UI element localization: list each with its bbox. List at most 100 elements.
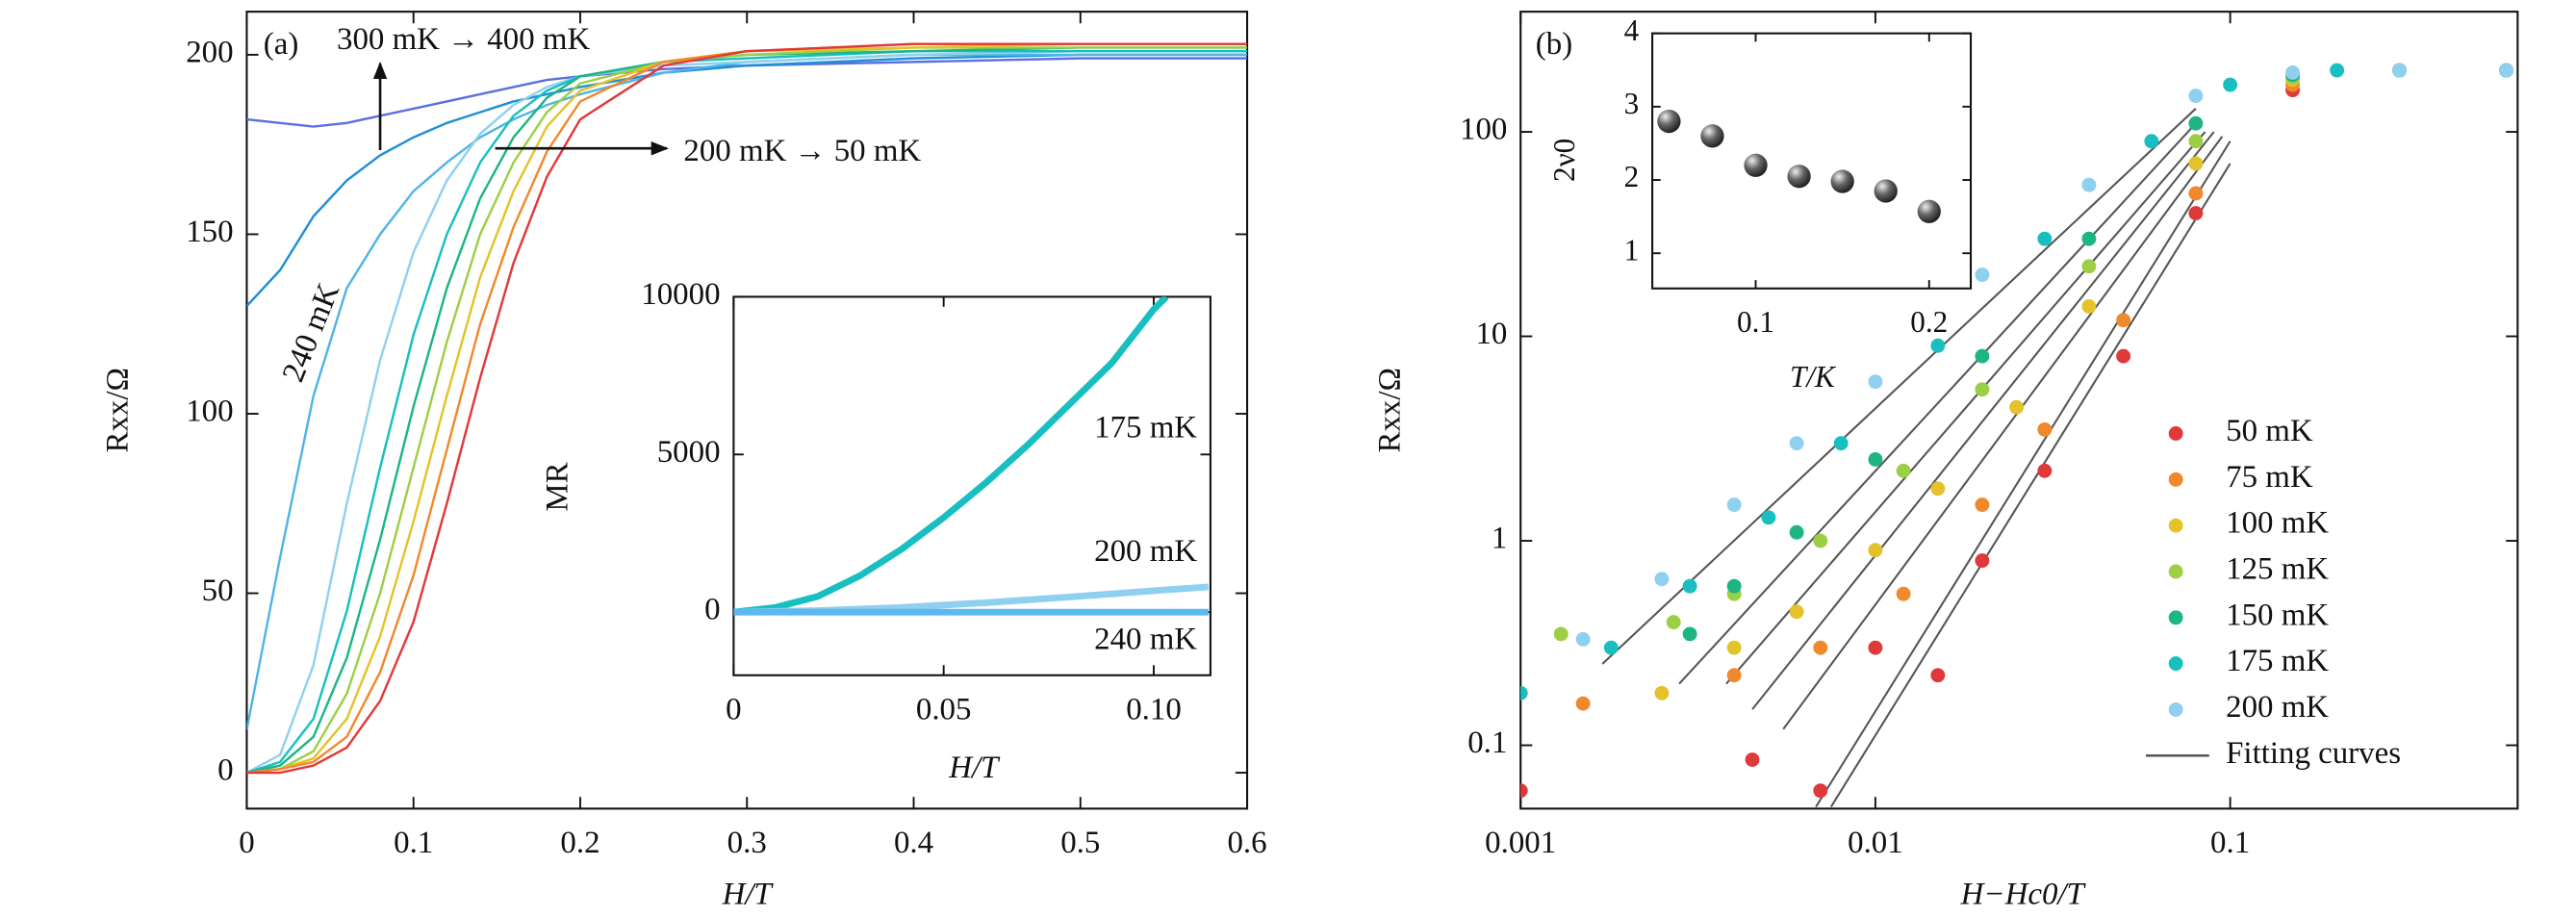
x-tick-label: 0.2 bbox=[560, 826, 599, 860]
point bbox=[2081, 177, 2097, 192]
panel: 0 0.05 0.10 0 5000 10000 H/T MR 175 mK 200 mK 240 … bbox=[541, 277, 1211, 785]
y-axis-label: Rxx/Ω bbox=[1372, 368, 1407, 452]
y-axis-label: MR bbox=[541, 462, 575, 511]
point bbox=[1975, 497, 1990, 513]
point bbox=[2223, 77, 2238, 92]
point bbox=[2081, 299, 2097, 314]
point bbox=[1813, 783, 1828, 799]
point bbox=[1761, 510, 1776, 525]
x-tick-label: 0.6 bbox=[1227, 826, 1266, 860]
y-tick-label: 0 bbox=[217, 753, 233, 788]
curve bbox=[246, 53, 1248, 307]
marks bbox=[1520, 63, 2513, 808]
y-tick-label: 1 bbox=[1492, 522, 1507, 556]
fit-line bbox=[1751, 131, 2215, 710]
point bbox=[2392, 63, 2407, 78]
point bbox=[2037, 463, 2053, 478]
point bbox=[1726, 497, 1742, 513]
fit-line bbox=[1815, 140, 2232, 808]
y-tick-label: 200 bbox=[186, 35, 233, 69]
panel: 0.001 0.01 0.1 0.1 1 10 100 H−Hc0/T Rxx/Ω (b) 50 m… bbox=[1372, 11, 2519, 912]
point bbox=[1520, 685, 1528, 700]
point bbox=[2499, 63, 2513, 78]
point bbox=[1975, 348, 1990, 364]
plots: 0 0.1 0.2 0.3 0.4 0.5 0.6050100150200H/TRxx/Ω(… bbox=[100, 11, 2519, 912]
fit-line bbox=[1601, 108, 2197, 665]
y-tick-label: 100 bbox=[1460, 113, 1507, 147]
point bbox=[1930, 481, 1946, 497]
point bbox=[2116, 313, 2131, 328]
x-tick-label: 0.001 bbox=[1485, 826, 1556, 860]
x-tick-label: 0 bbox=[239, 826, 254, 860]
y-tick-label: 4 bbox=[1624, 13, 1640, 47]
x-tick-label: 0 bbox=[726, 692, 741, 726]
point bbox=[1575, 631, 1591, 647]
x-tick-label: 0.1 bbox=[2210, 826, 2250, 860]
y-tick-label: 0.1 bbox=[1467, 726, 1507, 760]
point bbox=[1744, 153, 1768, 177]
point bbox=[1666, 615, 1681, 630]
point bbox=[1868, 374, 1883, 390]
point bbox=[1726, 668, 1742, 683]
fit-line bbox=[1782, 136, 2224, 730]
point bbox=[1874, 179, 1898, 203]
x-tick-label: 0.5 bbox=[1060, 826, 1100, 860]
point bbox=[1830, 169, 1854, 193]
point bbox=[1726, 578, 1742, 594]
point bbox=[2188, 89, 2204, 104]
curve bbox=[246, 46, 1248, 775]
point bbox=[1789, 436, 1804, 451]
curve bbox=[246, 57, 1248, 128]
curve bbox=[246, 46, 1248, 775]
y-axis-label: 2ν0 bbox=[1547, 139, 1581, 182]
y-tick-label: 3 bbox=[1624, 87, 1640, 120]
point bbox=[2081, 259, 2097, 274]
x-tick-label: 0.05 bbox=[916, 692, 972, 726]
point bbox=[1575, 696, 1591, 711]
annotation: 300 mK → 400 mK bbox=[337, 22, 590, 57]
annotation: 175 mK bbox=[1094, 411, 1197, 446]
fit-line bbox=[1678, 122, 2197, 685]
fit-line bbox=[1829, 163, 2232, 808]
x-axis-label: H/T bbox=[722, 878, 775, 912]
legend-label: 100 mK bbox=[2226, 506, 2329, 541]
point bbox=[1553, 626, 1569, 642]
x-tick-label: 0.3 bbox=[727, 826, 767, 860]
point bbox=[2188, 186, 2204, 201]
point bbox=[1975, 267, 1990, 283]
plot-area bbox=[732, 295, 1211, 676]
plot-area bbox=[1651, 32, 1973, 290]
legend-marker bbox=[2168, 564, 2183, 579]
point bbox=[1654, 572, 1670, 587]
marks bbox=[246, 42, 1248, 775]
legend-marker bbox=[2168, 426, 2183, 441]
point bbox=[2188, 115, 2204, 131]
legend-marker bbox=[2168, 518, 2183, 533]
point bbox=[2188, 206, 2204, 221]
point bbox=[2330, 63, 2345, 78]
legend-label: 75 mK bbox=[2226, 460, 2313, 495]
fit-line bbox=[1725, 131, 2206, 685]
point bbox=[1789, 524, 1804, 540]
x-axis-label: T/K bbox=[1790, 360, 1837, 394]
point bbox=[1975, 382, 1990, 397]
annotation: 240 mK bbox=[1094, 623, 1197, 657]
point bbox=[2116, 348, 2131, 364]
legend-label: 125 mK bbox=[2226, 552, 2329, 587]
x-tick-label: 0.10 bbox=[1126, 692, 1182, 726]
y-tick-label: 10 bbox=[1475, 317, 1507, 351]
y-tick-label: 1 bbox=[1624, 233, 1640, 267]
annotation: (a) bbox=[264, 27, 299, 62]
point bbox=[1930, 668, 1946, 683]
point bbox=[1787, 165, 1811, 189]
legend-label: 50 mK bbox=[2226, 414, 2313, 448]
curve bbox=[246, 42, 1248, 775]
point bbox=[2037, 231, 2053, 246]
annotation: (b) bbox=[1536, 27, 1572, 62]
legend-label: 175 mK bbox=[2226, 644, 2329, 678]
point bbox=[1654, 685, 1670, 700]
y-axis-label: Rxx/Ω bbox=[100, 368, 135, 452]
point bbox=[1833, 436, 1849, 451]
x-axis-label: H/T bbox=[948, 751, 1001, 785]
